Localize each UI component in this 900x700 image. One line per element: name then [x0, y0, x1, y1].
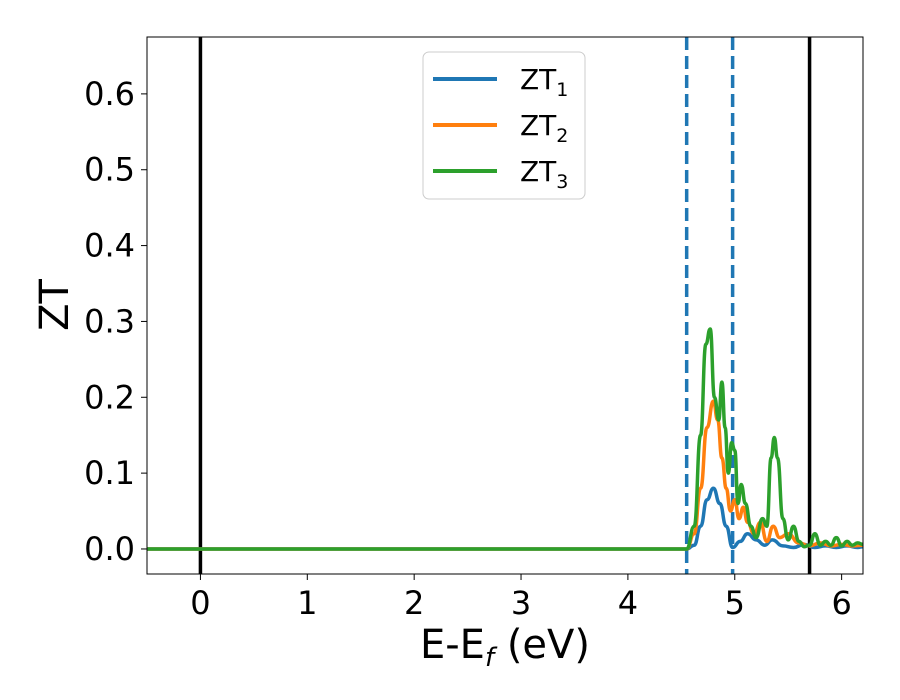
series-group [147, 327, 864, 551]
legend-label-3: ZT3 [520, 155, 568, 193]
x-axis-title-main: E-E [420, 622, 485, 668]
y-tick-label: 0.5 [84, 151, 135, 189]
legend-items: ZT1 ZT2 ZT3 [433, 63, 568, 193]
x-axis: 0 1 2 3 4 5 6 [190, 574, 852, 622]
y-axis: 0.0 0.1 0.2 0.3 0.4 0.5 0.6 [84, 75, 147, 568]
legend: ZT1 ZT2 ZT3 [422, 51, 586, 200]
x-tick-label: 2 [404, 584, 424, 622]
plot-frame [146, 36, 864, 575]
series-line-2 [147, 399, 864, 551]
x-tick-label: 4 [618, 584, 638, 622]
y-axis-title: ZT [32, 279, 78, 331]
x-tick-label: 3 [511, 584, 531, 622]
x-axis-title: E-Ef (eV) [420, 622, 590, 673]
y-tick-label: 0.6 [84, 75, 135, 113]
y-tick-label: 0.4 [84, 227, 135, 265]
y-tick-label: 0.2 [84, 378, 135, 416]
x-tick-label: 1 [297, 584, 317, 622]
series-line-3 [147, 327, 864, 551]
y-tick-label: 0.3 [84, 302, 135, 340]
x-tick-label: 5 [725, 584, 745, 622]
reference-lines [198, 37, 812, 574]
y-tick-label: 0.1 [84, 454, 135, 492]
legend-label-1: ZT1 [520, 63, 568, 101]
legend-box [422, 51, 586, 200]
x-tick-label: 6 [831, 584, 851, 622]
x-tick-label: 0 [190, 584, 210, 622]
x-axis-title-unit: (eV) [494, 622, 590, 668]
y-tick-label: 0.0 [84, 530, 135, 568]
legend-label-2: ZT2 [520, 109, 568, 147]
